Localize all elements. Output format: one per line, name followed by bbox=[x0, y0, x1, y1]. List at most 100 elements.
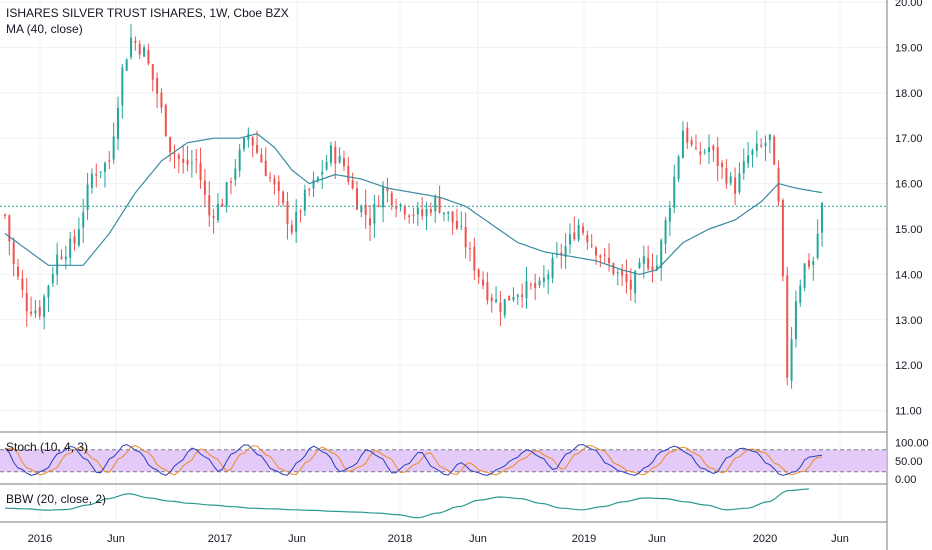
candle-body bbox=[134, 40, 137, 43]
candle-body bbox=[229, 181, 232, 183]
candle-body bbox=[534, 283, 537, 288]
ma-legend[interactable]: MA (40, close) bbox=[6, 22, 83, 36]
candle-body bbox=[460, 226, 463, 228]
candle-body bbox=[760, 145, 763, 147]
candle-body bbox=[64, 256, 67, 260]
candle-body bbox=[225, 182, 228, 207]
candle-body bbox=[790, 339, 793, 381]
candle-body bbox=[734, 177, 737, 194]
candle-body bbox=[60, 256, 63, 259]
candle-body bbox=[477, 269, 480, 277]
candle-body bbox=[807, 260, 810, 267]
candle-body bbox=[434, 197, 437, 212]
candle-body bbox=[399, 204, 402, 206]
candle-body bbox=[108, 160, 111, 162]
time-tick-label: 2019 bbox=[572, 533, 596, 545]
candle-body bbox=[486, 282, 489, 301]
candle-body bbox=[173, 153, 176, 155]
price-tick-label: 16.00 bbox=[895, 179, 923, 191]
candle-body bbox=[234, 168, 237, 180]
symbol-title[interactable]: ISHARES SILVER TRUST ISHARES, 1W, Cboe B… bbox=[6, 6, 289, 20]
price-tick-label: 15.00 bbox=[895, 224, 923, 236]
candle-body bbox=[143, 47, 146, 57]
candle-body bbox=[351, 180, 354, 189]
candle-body bbox=[482, 279, 485, 286]
candle-body bbox=[269, 177, 272, 179]
price-tick-label: 19.00 bbox=[895, 42, 923, 54]
candle-body bbox=[377, 205, 380, 207]
candle-body bbox=[803, 263, 806, 288]
candle-body bbox=[112, 136, 115, 160]
candle-body bbox=[660, 240, 663, 269]
candle-body bbox=[681, 130, 684, 159]
time-tick-label: 2017 bbox=[208, 533, 232, 545]
candle-body bbox=[303, 189, 306, 211]
candle-body bbox=[369, 218, 372, 226]
candle-body bbox=[121, 67, 124, 106]
candle-body bbox=[38, 307, 41, 316]
candle-body bbox=[290, 225, 293, 233]
stoch-band bbox=[0, 449, 887, 472]
candle-body bbox=[794, 301, 797, 339]
candle-body bbox=[425, 209, 428, 217]
bbw-legend[interactable]: BBW (20, close, 2) bbox=[6, 492, 107, 506]
candle-body bbox=[34, 310, 37, 314]
candle-body bbox=[73, 236, 76, 244]
candle-body bbox=[503, 299, 506, 316]
candle-body bbox=[668, 207, 671, 222]
candle-body bbox=[664, 220, 667, 244]
candles bbox=[4, 24, 823, 389]
candle-body bbox=[186, 159, 189, 165]
candle-body bbox=[190, 162, 193, 164]
candle-body bbox=[329, 145, 332, 163]
candle-body bbox=[773, 136, 776, 165]
candle-body bbox=[386, 188, 389, 192]
candle-body bbox=[77, 229, 80, 246]
time-tick-label: Jun bbox=[288, 533, 306, 545]
candle-body bbox=[260, 154, 263, 163]
price-tick-label: 17.00 bbox=[895, 133, 923, 145]
candle-body bbox=[286, 201, 289, 225]
candle-body bbox=[408, 215, 411, 217]
candle-body bbox=[651, 266, 654, 270]
time-tick-label: 2018 bbox=[388, 533, 412, 545]
candle-body bbox=[347, 165, 350, 182]
candle-body bbox=[382, 186, 385, 208]
candle-body bbox=[21, 278, 24, 290]
candle-body bbox=[25, 292, 28, 312]
candle-body bbox=[147, 50, 150, 64]
candle-body bbox=[90, 173, 93, 189]
candle-body bbox=[151, 64, 154, 80]
price-tick-label: 18.00 bbox=[895, 88, 923, 100]
stoch-legend[interactable]: Stoch (10, 4, 3) bbox=[6, 440, 89, 454]
bbw-line bbox=[4, 488, 810, 519]
candle-body bbox=[495, 299, 498, 302]
candle-body bbox=[703, 151, 706, 153]
candle-body bbox=[256, 145, 259, 153]
candle-body bbox=[586, 234, 589, 243]
candle-body bbox=[421, 209, 424, 216]
candle-body bbox=[12, 241, 15, 264]
candle-body bbox=[608, 257, 611, 264]
candle-body bbox=[777, 167, 780, 202]
candle-body bbox=[686, 127, 689, 143]
candle-body bbox=[177, 154, 180, 159]
candle-body bbox=[525, 280, 528, 299]
candle-body bbox=[568, 234, 571, 245]
candle-body bbox=[464, 226, 467, 248]
candle-body bbox=[738, 173, 741, 193]
candle-body bbox=[590, 244, 593, 246]
candle-body bbox=[551, 258, 554, 279]
candle-body bbox=[17, 266, 20, 277]
candle-body bbox=[199, 163, 202, 181]
candle-body bbox=[816, 233, 819, 258]
candle-body bbox=[130, 37, 133, 58]
candle-body bbox=[338, 155, 341, 163]
candle-body bbox=[677, 156, 680, 180]
candle-body bbox=[203, 180, 206, 195]
candle-body bbox=[673, 176, 676, 208]
candle-body bbox=[282, 191, 285, 204]
candle-body bbox=[356, 188, 359, 210]
candle-body bbox=[595, 247, 598, 256]
